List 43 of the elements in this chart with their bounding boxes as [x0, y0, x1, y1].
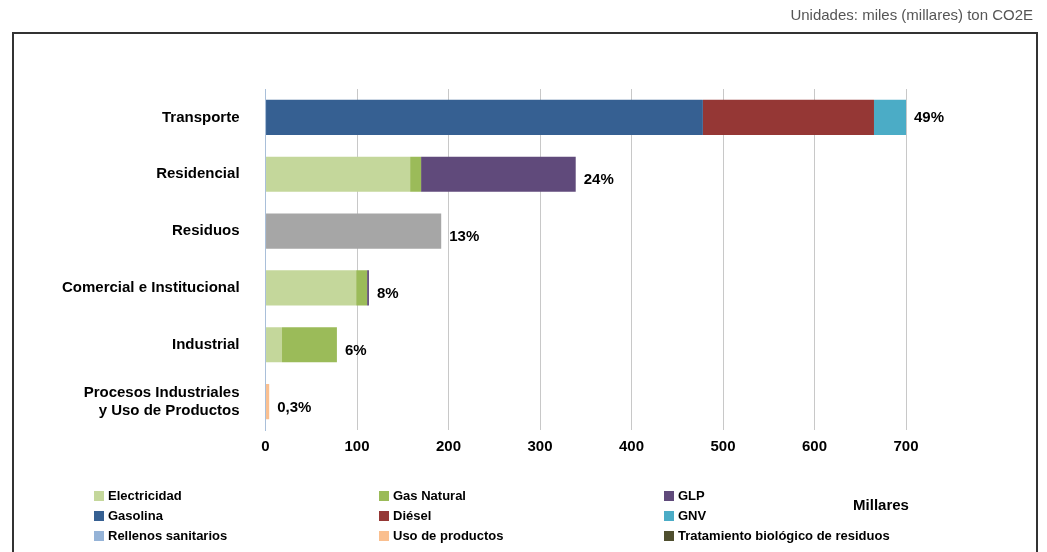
bar — [421, 156, 576, 192]
legend-label: Tratamiento biológico de residuos — [678, 527, 890, 543]
y-tick-label: Residuos — [172, 221, 240, 239]
bar — [266, 327, 283, 363]
bar — [266, 156, 411, 192]
bar — [702, 99, 874, 136]
x-tick-label: 600 — [801, 437, 828, 455]
legend-label: GLP — [678, 487, 706, 503]
x-tick-label: 200 — [436, 437, 462, 455]
bar — [266, 383, 270, 420]
annotation: 24% — [583, 170, 614, 188]
bar — [410, 156, 422, 192]
legend-label: Gasolina — [108, 507, 164, 523]
y-tick-label: Industrial — [172, 334, 240, 352]
y-tick-label: Residencial — [156, 164, 240, 182]
legend-label: Uso de productos — [393, 527, 504, 543]
text: Unidades: miles (millares) ton CO2E — [790, 6, 1033, 23]
legend-label: Electricidad — [108, 487, 182, 503]
annotation: 49% — [914, 107, 945, 125]
x-tick-label: 400 — [619, 437, 645, 455]
y-tick-label: Procesos Industriales y Uso de Productos — [83, 382, 240, 418]
legend-label: GNV — [678, 507, 707, 523]
x-tick-label: 0 — [261, 437, 270, 455]
x-tick-label: 700 — [893, 437, 919, 455]
annotation: 6% — [344, 340, 367, 358]
x-tick-label: 100 — [344, 437, 370, 455]
annotation: 0,3% — [277, 397, 312, 415]
y-tick-label: Transporte — [162, 107, 240, 125]
legend-label: Gas Natural — [393, 487, 466, 503]
x-tick-label: 500 — [710, 437, 736, 455]
bar — [873, 99, 906, 136]
legend-label: Diésel — [393, 507, 432, 523]
bar — [266, 99, 703, 136]
x-axis-title: Millares — [853, 495, 909, 513]
bar — [356, 270, 368, 306]
annotation: 8% — [376, 284, 399, 302]
bar — [282, 327, 337, 363]
y-tick-label: Comercial e Institucional — [62, 278, 240, 296]
annotation: 13% — [449, 227, 480, 245]
bar — [266, 270, 357, 306]
x-tick-label: 300 — [527, 437, 553, 455]
legend-label: Rellenos sanitarios — [108, 527, 228, 543]
bar — [266, 213, 442, 249]
